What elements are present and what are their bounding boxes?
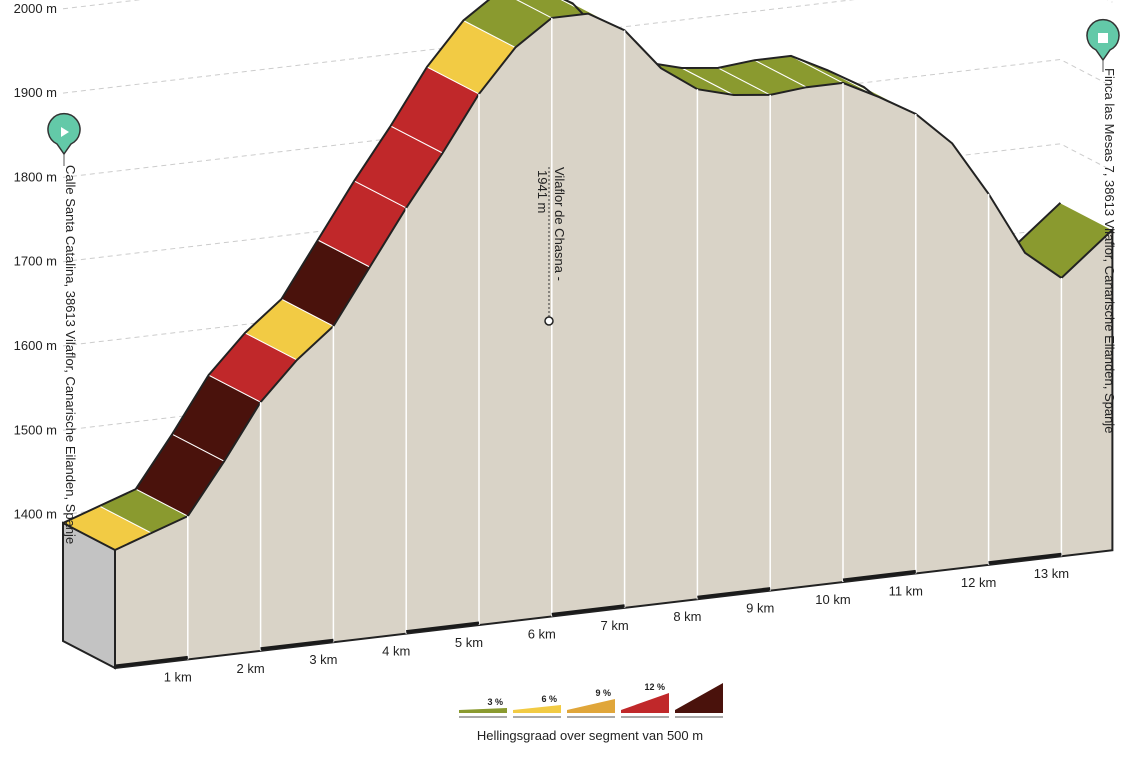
- peak-point: [544, 316, 554, 326]
- y-tick-label: 1900 m: [14, 85, 57, 100]
- axes: 1400 m 1500 m 1600 m 1700 m 1800 m 1900 m 2000…: [14, 1, 1069, 685]
- base-stripe: [114, 655, 188, 668]
- legend-label: 3 %: [487, 697, 503, 707]
- start-label: Calle Santa Catalina, 38613 Vilaflor, Ca…: [63, 165, 78, 544]
- peak-name-label: Vilaflor de Chasna -: [552, 167, 567, 281]
- legend-label: 9 %: [595, 688, 611, 698]
- legend: 3 % 6 % 9 % 12 % Hellingsgraad over segment …: [459, 682, 723, 743]
- x-tick-label: 7 km: [601, 618, 629, 633]
- x-tick-label: 8 km: [673, 609, 701, 624]
- markers: Calle Santa Catalina, 38613 Vilaflor, Ca…: [47, 18, 1120, 544]
- y-tick-label: 1800 m: [14, 169, 57, 184]
- profile-front-wall: [114, 12, 1114, 670]
- finish-label: Finca las Mesas 7, 38613 Vilaflor, Canar…: [1102, 68, 1117, 433]
- x-tick-label: 6 km: [528, 626, 556, 641]
- stop-icon: [1098, 33, 1108, 43]
- gridline: [62, 0, 1113, 94]
- legend-swatch: [567, 699, 615, 713]
- x-tick-label: 4 km: [382, 644, 410, 659]
- base-stripe: [551, 604, 625, 616]
- legend-swatch: [513, 705, 561, 713]
- start-marker: [47, 112, 81, 166]
- base-stripe: [842, 569, 916, 582]
- peak-elevation-label: 1941 m: [535, 170, 550, 213]
- x-tick-label: 11 km: [889, 583, 923, 598]
- finish-marker: [1086, 18, 1120, 72]
- legend-caption: Hellingsgraad over segment van 500 m: [477, 728, 703, 743]
- x-tick-label: 9 km: [746, 601, 774, 616]
- x-tick-label: 12 km: [961, 575, 996, 590]
- start-cap: [62, 521, 116, 670]
- y-tick-label: 1700 m: [14, 254, 57, 269]
- x-tick-label: 13 km: [1034, 566, 1069, 581]
- gridline: [62, 0, 142, 10]
- legend-swatch: [459, 708, 507, 713]
- y-tick-label: 1600 m: [14, 338, 57, 353]
- x-tick-label: 1 km: [164, 669, 192, 684]
- x-tick-label: 3 km: [309, 652, 337, 667]
- legend-label: 6 %: [541, 694, 557, 704]
- legend-swatch: [675, 683, 723, 713]
- base-stripe: [697, 587, 771, 599]
- base-stripe: [988, 552, 1062, 565]
- base-stripe: [260, 638, 334, 651]
- x-tick-label: 10 km: [815, 592, 850, 607]
- x-tick-label: 2 km: [237, 661, 265, 676]
- y-tick-label: 2000 m: [14, 1, 57, 16]
- x-tick-label: 5 km: [455, 635, 483, 650]
- profile: [61, 0, 1114, 670]
- legend-swatch: [621, 693, 669, 713]
- y-tick-label: 1500 m: [14, 422, 57, 437]
- play-icon: [61, 127, 69, 137]
- y-tick-label: 1400 m: [14, 507, 57, 522]
- base-stripe: [406, 621, 480, 634]
- legend-label: 12 %: [644, 682, 665, 692]
